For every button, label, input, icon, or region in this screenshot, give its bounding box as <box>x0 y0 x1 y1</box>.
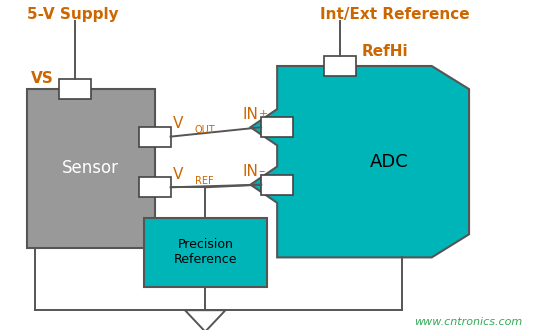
Text: Sensor: Sensor <box>62 159 119 177</box>
Text: IN: IN <box>243 164 259 180</box>
Polygon shape <box>251 66 469 257</box>
Text: RefHi: RefHi <box>362 45 408 59</box>
Text: Precision
Reference: Precision Reference <box>173 239 237 266</box>
Text: www.cntronics.com: www.cntronics.com <box>414 317 522 327</box>
Text: OUT: OUT <box>195 125 215 135</box>
Text: V: V <box>173 116 183 131</box>
Bar <box>27 89 155 248</box>
Text: IN: IN <box>243 107 259 122</box>
Text: Int/Ext Reference: Int/Ext Reference <box>320 7 470 21</box>
Text: VS: VS <box>31 71 54 86</box>
Text: V: V <box>173 167 183 182</box>
Bar <box>139 178 171 197</box>
Text: –: – <box>259 165 265 178</box>
Text: REF: REF <box>195 176 213 186</box>
Bar <box>59 79 91 99</box>
Text: 5-V Supply: 5-V Supply <box>27 7 118 21</box>
Bar <box>144 218 266 287</box>
Bar <box>261 117 293 137</box>
Bar <box>139 127 171 147</box>
Text: ADC: ADC <box>370 153 408 171</box>
Bar <box>261 175 293 195</box>
Bar <box>325 56 357 76</box>
Text: +: + <box>259 109 268 119</box>
